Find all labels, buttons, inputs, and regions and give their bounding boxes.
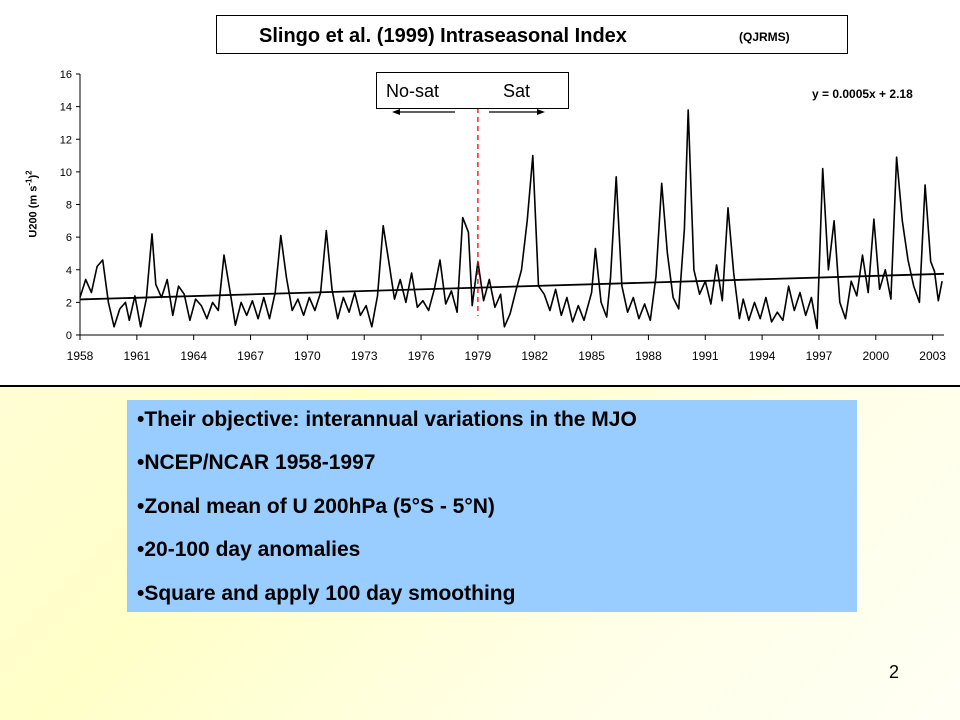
x-tick-label: 1982 [521,349,548,363]
y-axis-label: U200 (m s-1)2 [24,170,40,238]
trend-equation: y = 0.0005x + 2.18 [812,87,913,101]
chart-title-box: Slingo et al. (1999) Intraseasonal Index… [216,15,848,54]
era-label-no-sat: No-sat [386,81,440,101]
x-tick-label: 1985 [578,349,605,363]
x-tick-label: 1997 [806,349,833,363]
series-line [79,109,943,330]
x-tick-label: 1958 [67,349,94,363]
x-tick-label: 1976 [408,349,435,363]
chart-source: (QJRMS) [739,30,790,44]
x-tick-label: 1964 [180,349,207,363]
y-tick-label: 8 [66,200,72,212]
x-tick-label: 1961 [123,349,150,363]
era-label-sat: Sat [503,81,531,101]
bullet-item: •Their objective: interannual variations… [137,408,637,431]
trend-line [79,272,945,301]
page-number: 2 [889,662,900,682]
no-sat-arrow [392,109,455,115]
x-tick-label: 2003 [919,349,946,363]
bullet-item: •Square and apply 100 day smoothing [137,581,516,605]
x-tick-label: 1994 [749,349,776,363]
bullet-list: •Their objective: interannual variations… [127,400,857,625]
x-ticks: 1958 1961 1964 1967 1970 1973 1976 1979 1982 1985… [67,335,946,363]
x-tick-label: 1970 [294,349,321,363]
y-tick-label: 2 [66,297,72,309]
y-tick-label: 0 [66,330,72,342]
y-tick-label: 12 [60,134,72,146]
bullet-item: •20-100 day anomalies [137,538,361,562]
x-tick-label: 1967 [237,349,264,363]
chart-title: Slingo et al. (1999) Intraseasonal Index [259,25,627,47]
sat-arrow [489,109,545,115]
x-tick-label: 1991 [692,349,719,363]
x-tick-label: 2000 [862,349,889,363]
x-tick-label: 1973 [351,349,378,363]
y-tick-label: 6 [66,232,72,244]
y-tick-label: 10 [60,167,72,179]
y-tick-label: 16 [60,69,72,81]
x-tick-label: 1988 [635,349,662,363]
y-tick-label: 14 [60,102,72,114]
era-label-box: No-sat Sat [376,72,569,109]
x-tick-label: 1979 [465,349,492,363]
bullet-box: •Their objective: interannual variations… [127,400,857,612]
chart-panel: 0 2 4 6 8 10 12 14 16 1958 1961 1964 1967 1970 1973 19… [0,15,960,387]
bullet-item: •NCEP/NCAR 1958-1997 [137,451,376,475]
y-tick-label: 4 [66,265,72,277]
y-ticks: 0 2 4 6 8 10 12 14 16 [60,69,80,342]
bullet-item: •Zonal mean of U 200hPa (5°S - 5°N) [137,494,495,518]
